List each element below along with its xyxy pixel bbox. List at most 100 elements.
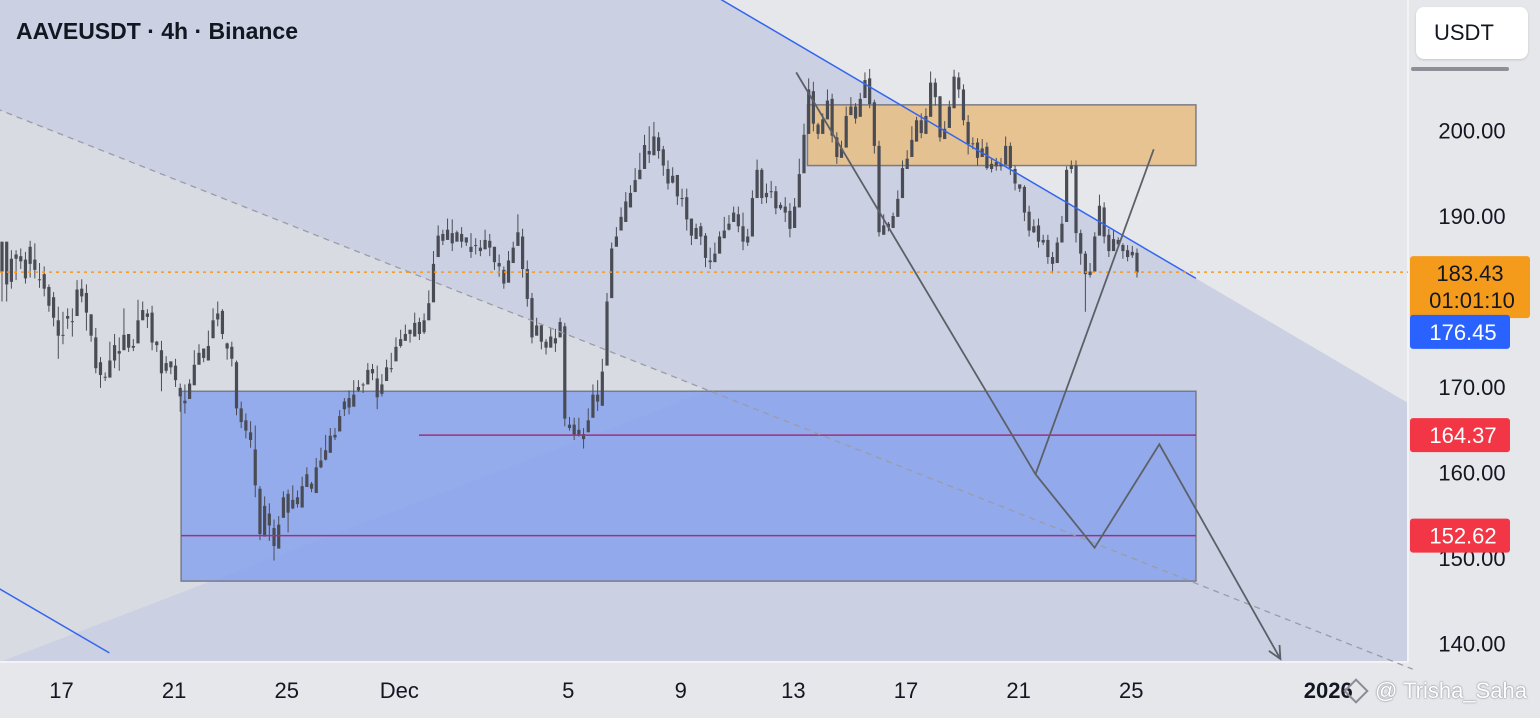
candle-body [450, 233, 454, 244]
candle-body [84, 292, 89, 313]
candle-body [591, 394, 595, 418]
candle-body [717, 236, 722, 254]
candle-body [244, 420, 248, 431]
candle-body [239, 408, 243, 423]
candle-body [328, 435, 332, 453]
candle-body [774, 191, 778, 209]
candle-body [75, 289, 79, 317]
candle-body [361, 384, 365, 386]
candle-body [989, 163, 994, 169]
candle-body [1126, 250, 1130, 258]
candle-body [338, 416, 342, 432]
price-tick-label: 190.00 [1438, 204, 1505, 229]
candle-body [572, 424, 576, 435]
resistance-zone [806, 104, 1197, 167]
candle-body [1111, 239, 1116, 252]
candle-body [741, 226, 745, 242]
candle-body [558, 322, 562, 338]
candle-body [42, 274, 46, 289]
candle-body [375, 378, 379, 398]
time-tick-label: 25 [1119, 678, 1143, 703]
candle-body [929, 82, 933, 117]
time-tick-label: 13 [781, 678, 805, 703]
candle-body [474, 245, 478, 247]
candle-body [464, 237, 468, 243]
candle-body [778, 204, 783, 209]
time-tick-label: 2026 [1304, 678, 1353, 703]
candle-body [455, 232, 459, 242]
candle-body [159, 350, 164, 374]
candle-body [783, 206, 787, 213]
candle-body [581, 434, 586, 440]
candle-body [1055, 242, 1059, 264]
price-axis-panel [1408, 0, 1540, 718]
candle-body [1074, 165, 1078, 234]
symbol-title[interactable]: AAVEUSDT · 4h · Binance [16, 18, 298, 44]
candle-body [141, 310, 145, 321]
candle-body [295, 497, 300, 505]
time-tick-label: 21 [1006, 678, 1030, 703]
candle-body [825, 100, 830, 120]
candle-body [985, 146, 989, 169]
candle-body [427, 303, 431, 321]
candle-body [497, 263, 501, 267]
candle-body [1121, 245, 1125, 252]
candle-body [886, 223, 891, 228]
candle-body [535, 325, 539, 336]
candle-body [502, 269, 506, 284]
candle-body [933, 82, 937, 98]
candle-body [872, 102, 876, 146]
candle-body [947, 106, 951, 128]
candle-body [281, 497, 285, 518]
current-price-value: 183.43 [1436, 261, 1503, 286]
candle-body [94, 337, 98, 369]
candle-body [1008, 145, 1012, 169]
current-price-tag [1410, 256, 1530, 319]
candle-body [1083, 253, 1087, 275]
candle-body [56, 320, 60, 336]
candle-body [666, 168, 670, 184]
candle-body [680, 198, 684, 200]
time-tick-label: 17 [49, 678, 73, 703]
candle-body [324, 450, 328, 460]
candle-body [403, 333, 407, 341]
candle-body [750, 198, 754, 237]
candle-body [202, 348, 206, 358]
candle-body [356, 387, 361, 391]
candle-body [863, 80, 867, 99]
channel-mid-line [0, 109, 1413, 670]
candle-body [1013, 168, 1017, 184]
candle-body [98, 362, 103, 376]
candle-body [314, 467, 318, 494]
candle-body [811, 91, 815, 124]
candle-body [108, 360, 112, 378]
candle-body [445, 229, 450, 240]
candle-body [112, 345, 117, 361]
candle-body [764, 192, 769, 198]
candle-body [127, 333, 131, 348]
candle-body [164, 363, 168, 371]
candle-body [1004, 145, 1008, 165]
candle-body [66, 316, 70, 319]
candle-body [661, 149, 665, 166]
watermark-text: @ Trisha_Saha [1375, 678, 1527, 703]
candle-body [1065, 169, 1069, 222]
candle-body [478, 247, 482, 252]
channel-line-price-tag [1410, 314, 1510, 349]
time-tick-label: 25 [274, 678, 298, 703]
candle-body [628, 192, 633, 208]
candle-body [14, 254, 18, 259]
candle-body [1041, 239, 1045, 243]
candle-body [394, 346, 398, 362]
currency-button[interactable]: USDT [1416, 7, 1528, 59]
candle-body [5, 241, 9, 285]
candle-body [713, 253, 717, 263]
time-tick-label: Dec [380, 678, 419, 703]
candle-body [703, 235, 708, 258]
candle-body [610, 248, 614, 299]
candle-body [896, 198, 900, 217]
candle-body [253, 449, 257, 486]
candle-body [520, 236, 525, 270]
